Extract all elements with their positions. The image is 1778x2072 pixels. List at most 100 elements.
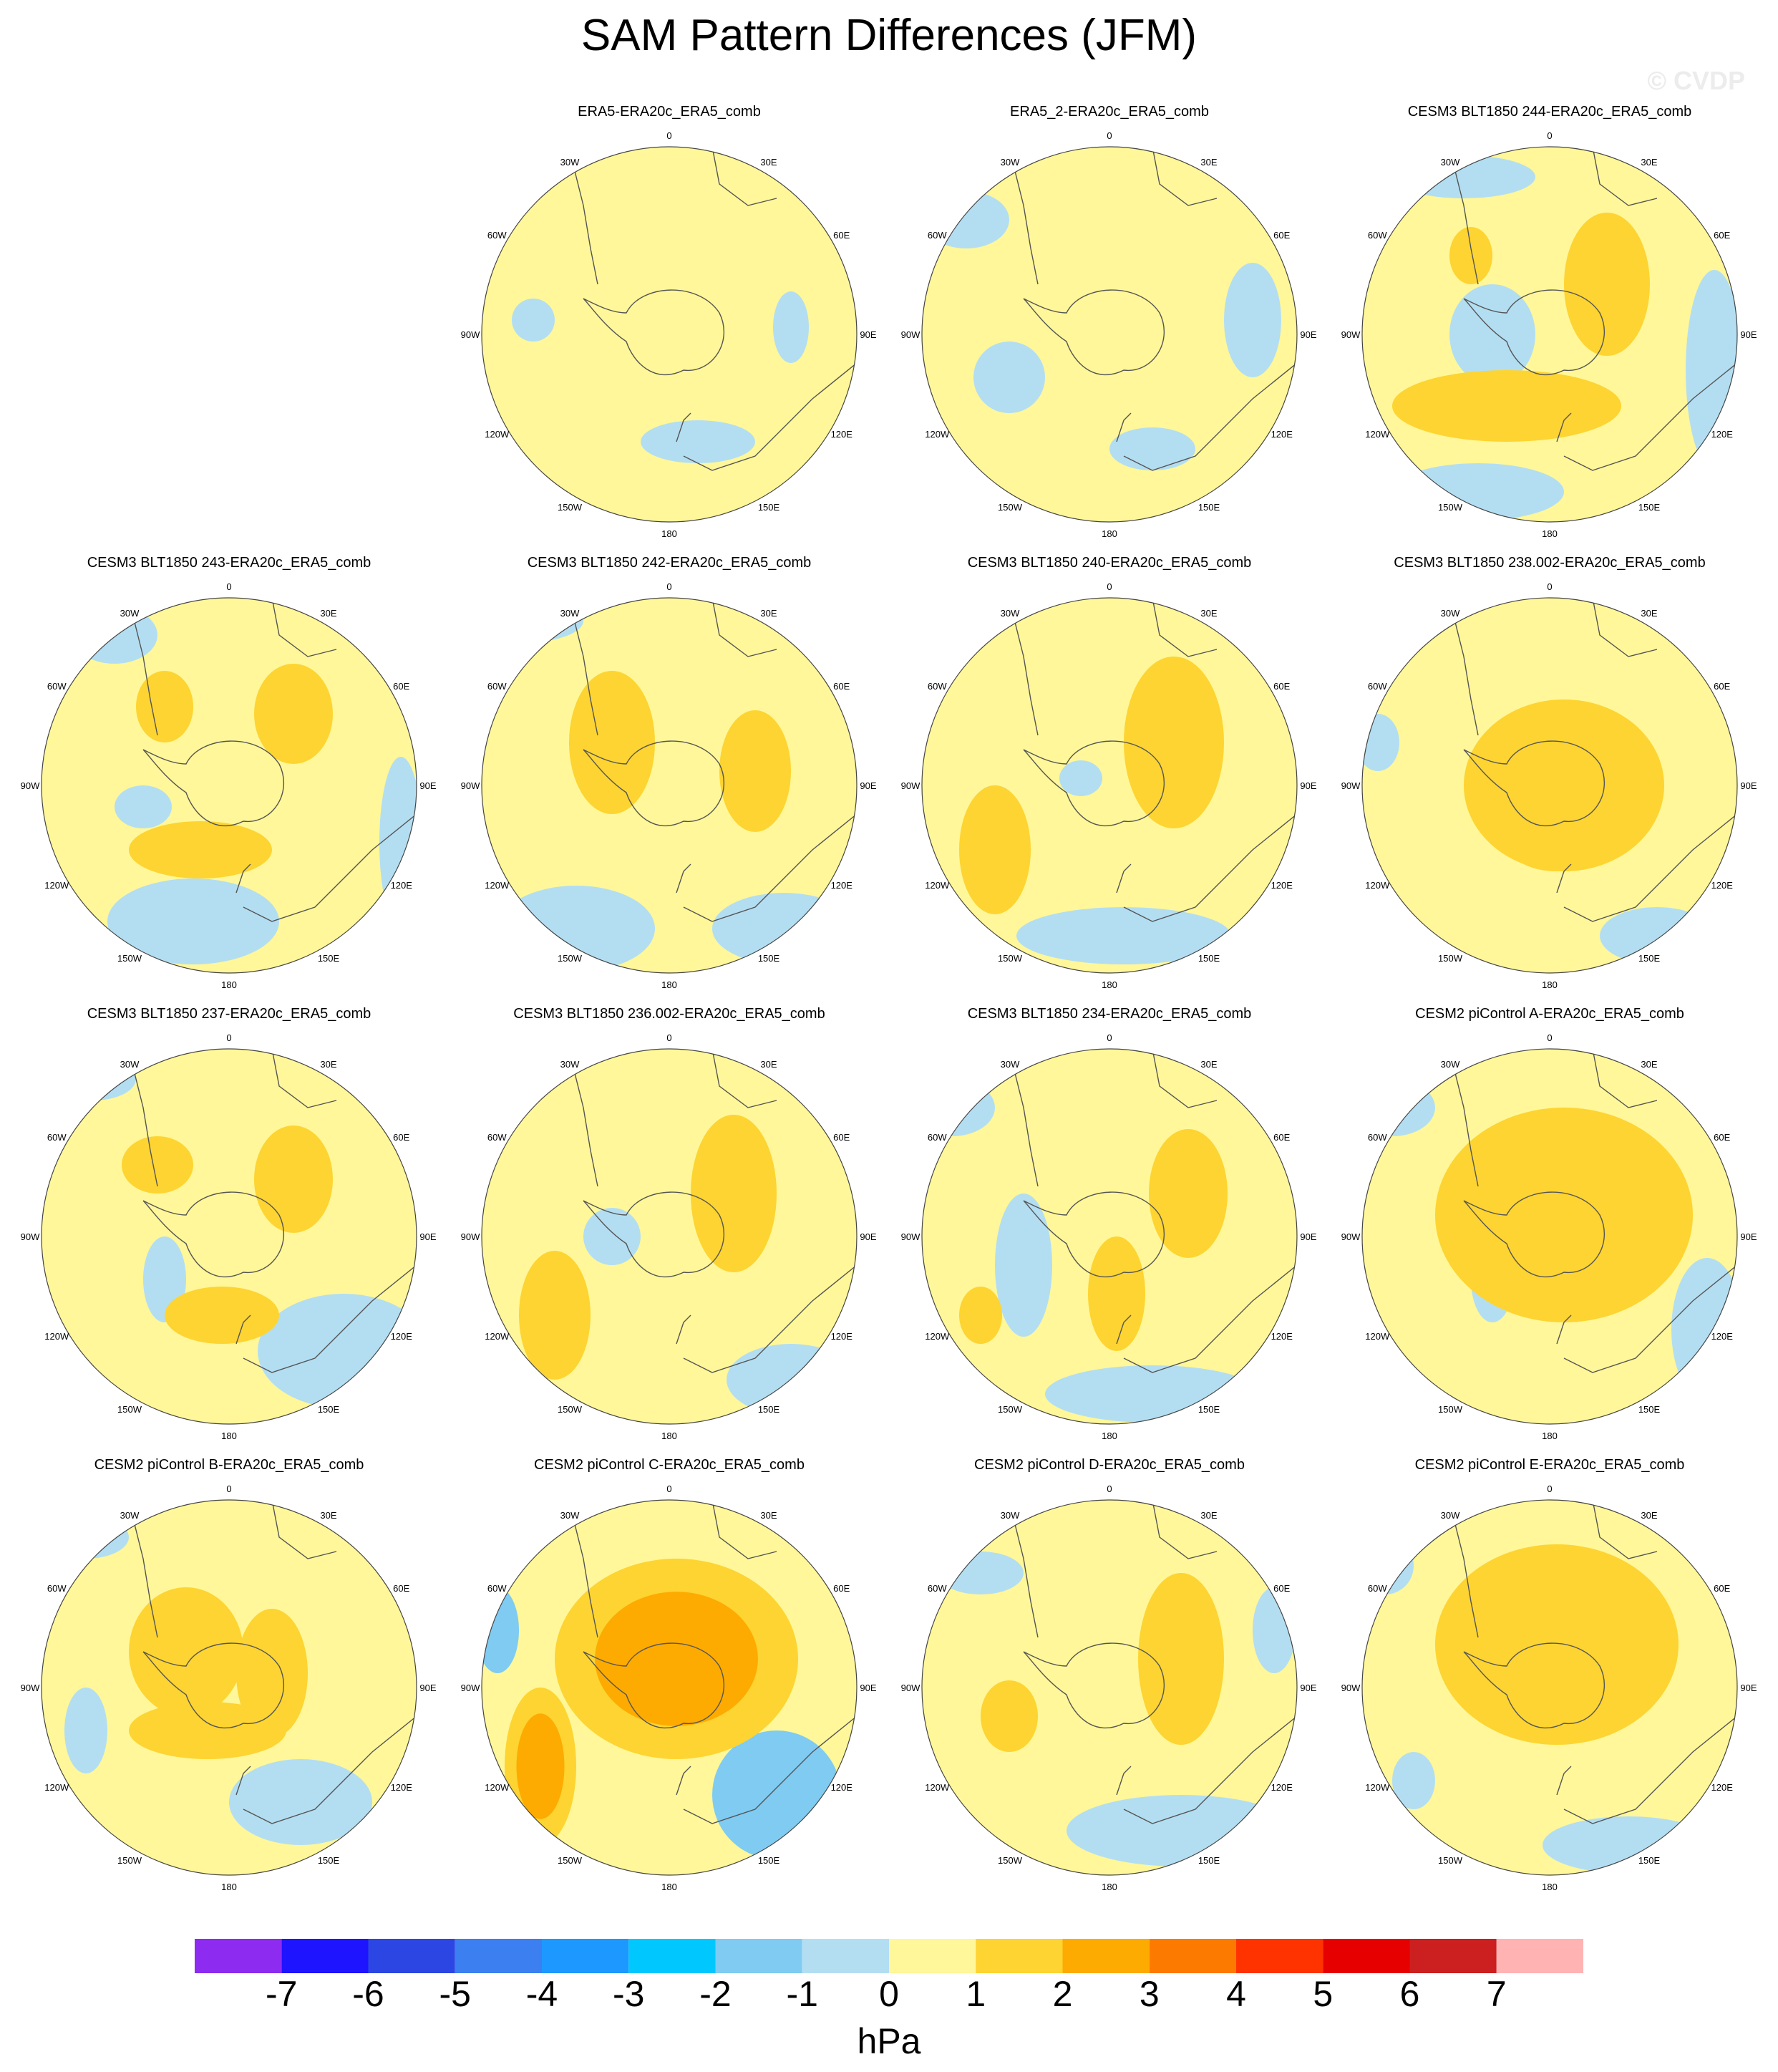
contour-fill-level-2: [1124, 657, 1224, 828]
colorbar-bin: [1323, 1939, 1410, 1973]
continent-coastline: [243, 1715, 417, 1824]
panel-title: CESM3 BLT1850 240-ERA20c_ERA5_comb: [967, 555, 1252, 571]
continent-coastline: [235, 863, 251, 894]
continent-coastline: [711, 1500, 777, 1559]
longitude-label: 30E: [320, 1059, 336, 1070]
contour-fill-negative: [482, 1587, 519, 1673]
contour-fill-negative: [1392, 1752, 1435, 1809]
cvdp-watermark: © CVDP: [1647, 66, 1745, 95]
longitude-label: 120E: [1271, 429, 1293, 440]
longitude-label: 150E: [1198, 1855, 1220, 1866]
longitude-label: 30E: [760, 608, 777, 619]
contour-fill-negative: [1449, 284, 1535, 384]
longitude-label: 30E: [1641, 1059, 1657, 1070]
continent-coastline: [1009, 599, 1039, 736]
longitude-label: 120W: [1365, 429, 1390, 440]
longitude-label: 60E: [1273, 1132, 1290, 1143]
longitude-label: 90W: [461, 329, 480, 340]
continent-coastline: [711, 1049, 777, 1108]
antarctica-coastline: [1463, 289, 1605, 375]
contour-fill-level-2: [1392, 370, 1621, 442]
longitude-label: 90W: [901, 780, 920, 791]
longitude-label: 90W: [901, 329, 920, 340]
antarctica-coastline: [583, 1642, 724, 1728]
longitude-label: 150E: [758, 1855, 780, 1866]
panel-title: CESM3 BLT1850 234-ERA20c_ERA5_comb: [967, 1006, 1252, 1022]
continent-coastline: [1592, 598, 1658, 657]
longitude-label: 90W: [901, 1231, 920, 1242]
longitude-label: 150W: [998, 953, 1023, 964]
longitude-label: 30E: [1641, 608, 1657, 619]
colorbar-tick-label: -5: [439, 1974, 471, 2014]
continent-coastline: [243, 813, 417, 922]
longitude-label: 60W: [47, 1583, 67, 1594]
longitude-label: 60W: [1368, 681, 1387, 692]
continent-coastline: [676, 412, 691, 442]
longitude-label: 0: [226, 1032, 231, 1043]
colorbar-tick-label: 5: [1313, 1974, 1334, 2014]
contour-fill-negative: [583, 1208, 641, 1265]
longitude-label: 60E: [1714, 230, 1730, 241]
longitude-label: 0: [666, 130, 671, 141]
longitude-label: 150W: [1438, 1855, 1463, 1866]
contour-fill-level-2: [1449, 227, 1492, 284]
longitude-label: 120W: [925, 1331, 950, 1342]
longitude-label: 120E: [1271, 1331, 1293, 1342]
map-panel: CESM3 BLT1850 243-ERA20c_ERA5_comb 0 30E 60…: [7, 555, 451, 1006]
contour-fill-level-2: [122, 1136, 193, 1194]
colorbar-bin: [1062, 1939, 1150, 1973]
longitude-label: 90E: [419, 1683, 436, 1693]
polar-map: 0 30E 60E 90E 120E 150E 180 150W 120W 90W 60W 30W: [901, 130, 1317, 539]
longitude-label: 30W: [1001, 1059, 1020, 1070]
longitude-label: 60E: [1714, 1583, 1730, 1594]
longitude-label: 30W: [1441, 608, 1460, 619]
continent-coastline: [235, 1315, 251, 1345]
longitude-label: 90E: [860, 1683, 876, 1693]
contour-fill-level-2: [129, 1702, 286, 1759]
continent-coastline: [568, 599, 598, 736]
map-boundary: [481, 1499, 858, 1876]
contour-fill-negative: [1045, 1365, 1260, 1423]
contour-fill-level-2: [1564, 213, 1650, 356]
contour-fill-negative: [1362, 1079, 1435, 1136]
continent-coastline: [676, 1766, 691, 1796]
continent-coastline: [1152, 598, 1218, 657]
map-boundary: [921, 597, 1298, 974]
panel-title: CESM3 BLT1850 244-ERA20c_ERA5_comb: [1407, 104, 1692, 120]
longitude-label: 150W: [998, 1855, 1023, 1866]
longitude-label: 60E: [1273, 1583, 1290, 1594]
map-panel: CESM2 piControl A-ERA20c_ERA5_comb 0 30E 60…: [1328, 1006, 1772, 1457]
polar-map: 0 30E 60E 90E 120E 150E 180 150W 120W 90W 60W 30W: [1341, 130, 1757, 539]
longitude-label: 30W: [1441, 1510, 1460, 1521]
longitude-label: 120W: [44, 880, 69, 891]
contour-fill-level-2: [136, 671, 193, 742]
longitude-label: 30E: [320, 608, 336, 619]
longitude-label: 0: [666, 1483, 671, 1494]
antarctica-coastline: [1463, 1642, 1605, 1728]
longitude-label: 180: [1102, 1430, 1117, 1441]
map-panel: CESM2 piControl B-ERA20c_ERA5_comb 0 30E 60…: [7, 1457, 451, 1908]
longitude-label: 0: [226, 1483, 231, 1494]
continent-coastline: [1449, 147, 1479, 285]
longitude-label: 150W: [998, 502, 1023, 513]
contour-fill-negative: [1059, 760, 1102, 796]
longitude-label: 30E: [1200, 608, 1217, 619]
longitude-label: 0: [1547, 1032, 1552, 1043]
continent-coastline: [568, 1050, 598, 1187]
polar-map: 0 30E 60E 90E 120E 150E 180 150W 120W 90W 60W 30W: [901, 581, 1317, 990]
contour-fill-level-2: [129, 1587, 243, 1716]
longitude-label: 60W: [47, 681, 67, 692]
continent-coastline: [1449, 1501, 1479, 1638]
colorbar-tick-label: -6: [352, 1974, 384, 2014]
polar-map: 0 30E 60E 90E 120E 150E 180 150W 120W 90W 60W 30W: [461, 1483, 877, 1892]
longitude-label: 180: [1542, 1430, 1558, 1441]
longitude-label: 90W: [1341, 780, 1361, 791]
longitude-label: 150W: [1438, 953, 1463, 964]
map-boundary: [41, 597, 417, 974]
contour-fill-negative: [482, 599, 583, 642]
continent-coastline: [235, 1766, 251, 1796]
longitude-label: 90E: [419, 1231, 436, 1242]
contour-fill-negative: [229, 1759, 372, 1845]
continent-coastline: [683, 1715, 857, 1824]
polar-map: 0 30E 60E 90E 120E 150E 180 150W 120W 90W 60W 30W: [461, 1032, 877, 1441]
